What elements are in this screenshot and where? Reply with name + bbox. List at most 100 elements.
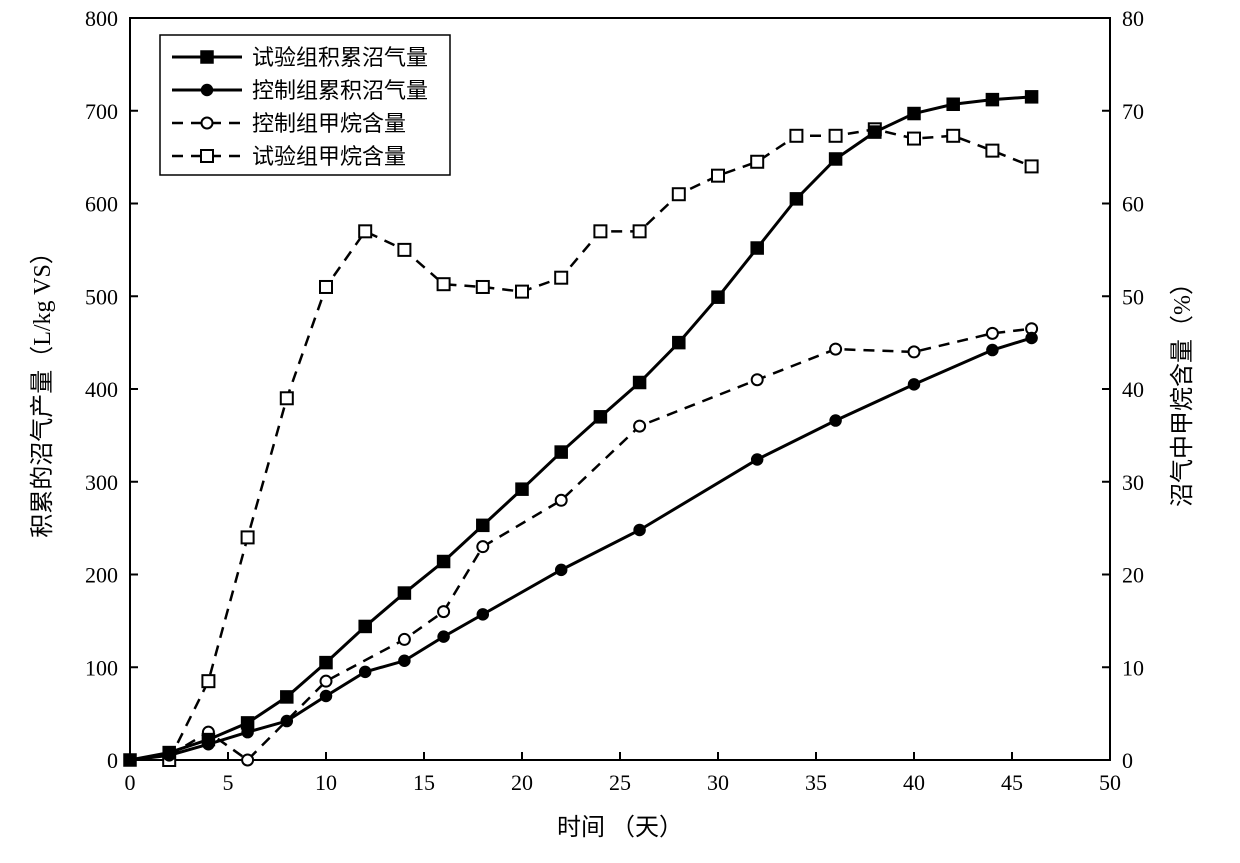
y-left-tick-label: 0 <box>107 748 118 773</box>
marker-circle-filled <box>556 564 567 575</box>
series-test_ch4 <box>163 123 1037 766</box>
y-right-tick-label: 10 <box>1122 655 1144 680</box>
y-left-tick-label: 400 <box>85 377 118 402</box>
marker-circle-filled <box>438 631 449 642</box>
chart-svg: 0510152025303540455001002003004005006007… <box>0 0 1240 863</box>
legend-label: 试验组积累沼气量 <box>252 45 428 70</box>
y-left-tick-label: 300 <box>85 470 118 495</box>
marker-square-open <box>516 286 528 298</box>
marker-square-filled <box>869 126 881 138</box>
marker-circle-filled <box>202 85 213 96</box>
series-line-ctrl_ch4 <box>169 329 1031 760</box>
marker-square-filled <box>634 377 646 389</box>
marker-square-filled <box>908 108 920 120</box>
legend-label: 试验组甲烷含量 <box>252 144 406 169</box>
marker-square-open <box>673 188 685 200</box>
x-tick-label: 10 <box>315 770 337 795</box>
marker-square-open <box>908 133 920 145</box>
marker-circle-open <box>438 606 449 617</box>
marker-circle-open <box>399 634 410 645</box>
marker-square-filled <box>516 483 528 495</box>
marker-circle-filled <box>634 524 645 535</box>
y-left-tick-label: 600 <box>85 192 118 217</box>
legend: 试验组积累沼气量控制组累积沼气量控制组甲烷含量试验组甲烷含量 <box>160 35 450 175</box>
x-tick-label: 15 <box>413 770 435 795</box>
marker-square-filled <box>555 446 567 458</box>
y-right-axis-title: 沼气中甲烷含量（%） <box>1169 271 1196 507</box>
marker-square-open <box>594 225 606 237</box>
series-test_cum <box>124 91 1038 766</box>
marker-circle-open <box>202 118 213 129</box>
marker-circle-filled <box>752 454 763 465</box>
marker-square-open <box>830 130 842 142</box>
marker-square-filled <box>947 98 959 110</box>
x-tick-label: 35 <box>805 770 827 795</box>
y-left-tick-label: 200 <box>85 563 118 588</box>
marker-square-filled <box>201 51 213 63</box>
marker-square-filled <box>712 291 724 303</box>
marker-circle-filled <box>830 415 841 426</box>
marker-square-filled <box>398 587 410 599</box>
marker-circle-filled <box>360 666 371 677</box>
marker-circle-open <box>556 495 567 506</box>
marker-square-filled <box>986 94 998 106</box>
marker-square-open <box>359 225 371 237</box>
legend-label: 控制组累积沼气量 <box>252 78 428 103</box>
marker-circle-filled <box>909 379 920 390</box>
series-ctrl_cum <box>125 332 1038 765</box>
marker-circle-open <box>909 346 920 357</box>
marker-circle-open <box>830 344 841 355</box>
marker-square-open <box>477 281 489 293</box>
marker-square-filled <box>281 691 293 703</box>
marker-circle-open <box>987 328 998 339</box>
marker-square-open <box>947 130 959 142</box>
y-right-tick-label: 60 <box>1122 192 1144 217</box>
marker-square-open <box>1026 160 1038 172</box>
marker-square-filled <box>830 153 842 165</box>
marker-circle-filled <box>281 716 292 727</box>
marker-circle-open <box>477 541 488 552</box>
marker-square-filled <box>477 519 489 531</box>
marker-square-filled <box>1026 91 1038 103</box>
x-tick-label: 5 <box>223 770 234 795</box>
x-tick-label: 45 <box>1001 770 1023 795</box>
marker-square-filled <box>124 754 136 766</box>
x-tick-label: 25 <box>609 770 631 795</box>
marker-square-open <box>242 531 254 543</box>
marker-square-filled <box>202 734 214 746</box>
marker-square-filled <box>242 717 254 729</box>
marker-square-filled <box>320 657 332 669</box>
marker-square-open <box>790 130 802 142</box>
y-left-axis-title: 积累的沼气产量（L/kg VS） <box>29 240 56 538</box>
y-left-tick-label: 800 <box>85 6 118 31</box>
marker-square-open <box>438 278 450 290</box>
marker-square-open <box>986 145 998 157</box>
marker-circle-open <box>242 755 253 766</box>
marker-square-filled <box>438 556 450 568</box>
marker-square-open <box>398 244 410 256</box>
marker-square-filled <box>359 620 371 632</box>
y-right-tick-label: 30 <box>1122 470 1144 495</box>
x-tick-label: 50 <box>1099 770 1121 795</box>
marker-circle-filled <box>477 609 488 620</box>
marker-square-filled <box>594 411 606 423</box>
y-right-tick-label: 0 <box>1122 748 1133 773</box>
x-tick-label: 20 <box>511 770 533 795</box>
marker-square-filled <box>673 337 685 349</box>
marker-square-open <box>202 675 214 687</box>
marker-square-open <box>201 150 213 162</box>
y-right-tick-label: 40 <box>1122 377 1144 402</box>
marker-square-open <box>712 170 724 182</box>
marker-circle-filled <box>321 691 332 702</box>
marker-square-open <box>281 392 293 404</box>
marker-square-filled <box>163 747 175 759</box>
y-left-tick-label: 500 <box>85 284 118 309</box>
marker-circle-filled <box>399 655 410 666</box>
legend-label: 控制组甲烷含量 <box>252 111 406 136</box>
x-tick-label: 0 <box>125 770 136 795</box>
chart-container: 0510152025303540455001002003004005006007… <box>0 0 1240 863</box>
series-line-test_ch4 <box>169 129 1031 760</box>
series-line-ctrl_cum <box>130 338 1032 760</box>
marker-square-open <box>555 272 567 284</box>
y-left-tick-label: 700 <box>85 99 118 124</box>
